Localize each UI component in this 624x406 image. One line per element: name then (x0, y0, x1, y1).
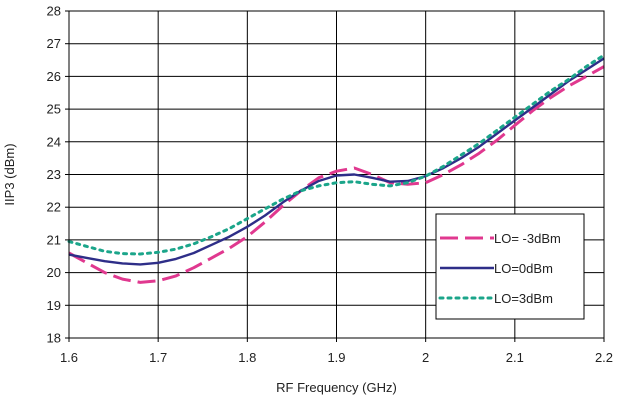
x-tick-label: 2.2 (595, 350, 613, 365)
x-tick-label: 2 (422, 350, 429, 365)
legend: LO= -3dBm LO=0dBm LO=3dBm (435, 213, 585, 320)
y-tick-label: 19 (47, 298, 61, 313)
x-tick-label: 1.8 (238, 350, 256, 365)
y-axis-ticks: 18 19 20 21 22 23 24 25 26 27 28 (47, 4, 69, 346)
x-axis-title: RF Frequency (GHz) (276, 380, 397, 395)
y-tick-label: 20 (47, 265, 61, 280)
y-tick-label: 21 (47, 232, 61, 247)
y-axis-title: IIP3 (dBm) (2, 143, 17, 205)
y-tick-label: 27 (47, 36, 61, 51)
legend-label: LO=3dBm (494, 291, 553, 306)
legend-label: LO=0dBm (494, 261, 553, 276)
y-tick-label: 24 (47, 134, 61, 149)
x-tick-label: 2.1 (506, 350, 524, 365)
y-tick-label: 23 (47, 167, 61, 182)
series-line-2 (67, 53, 606, 256)
x-tick-label: 1.9 (327, 350, 345, 365)
y-tick-label: 26 (47, 69, 61, 84)
legend-label: LO= -3dBm (494, 231, 561, 246)
y-tick-label: 22 (47, 200, 61, 215)
y-tick-label: 28 (47, 4, 61, 19)
series-line-0 (68, 65, 605, 284)
y-tick-label: 25 (47, 102, 61, 117)
x-tick-label: 1.7 (149, 350, 167, 365)
legend-box (435, 213, 585, 320)
x-axis-ticks: 1.6 1.7 1.8 1.9 2 2.1 2.2 (60, 338, 613, 365)
chart-series (67, 53, 606, 284)
x-tick-label: 1.6 (60, 350, 78, 365)
y-tick-label: 18 (47, 331, 61, 346)
series-line-1 (68, 57, 605, 266)
plot-frame (68, 10, 605, 339)
